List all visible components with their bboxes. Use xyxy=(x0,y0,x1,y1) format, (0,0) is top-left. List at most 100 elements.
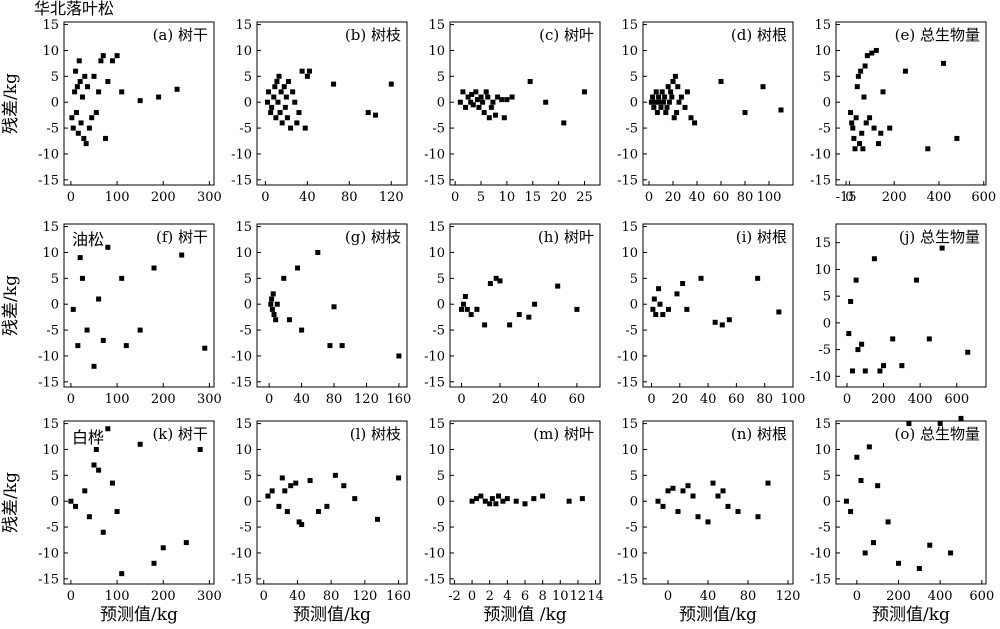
panel-i-point xyxy=(712,319,718,325)
panel-c-point xyxy=(480,99,486,105)
panel-n-point xyxy=(705,519,711,525)
panel-l-point xyxy=(396,475,402,481)
panel-d-ytick-label: 15 xyxy=(621,18,638,33)
panel-l-xtick-label: 80 xyxy=(323,589,340,604)
panel-g-point xyxy=(281,275,287,281)
panel-h-xtick-label: 40 xyxy=(530,392,547,407)
panel-d-point xyxy=(650,94,656,100)
panel-m-xtick-label: 2 xyxy=(486,589,494,604)
panel-e-point xyxy=(858,68,864,74)
panel-h-point xyxy=(464,306,470,312)
panel-d-point xyxy=(669,94,675,100)
panel-n-ytick-label: 5 xyxy=(630,469,638,484)
panel-b-point xyxy=(283,94,289,100)
panel-c-point xyxy=(465,94,471,100)
panel-b-point xyxy=(288,125,294,131)
panel-c-point xyxy=(463,104,469,110)
panel-j-xtick-label: 200 xyxy=(871,392,896,407)
panel-d-point xyxy=(684,89,690,95)
panel-i-point xyxy=(656,286,662,292)
x-axis-title: 预测值 /kg xyxy=(483,605,566,625)
panel-b-ytick-label: 15 xyxy=(235,18,252,33)
panel-b-ytick-label: 0 xyxy=(244,96,252,111)
panel-k-point xyxy=(73,503,79,509)
panel-a-point xyxy=(103,135,109,141)
panel-a-point xyxy=(81,135,87,141)
panel-b-frame xyxy=(256,21,408,186)
panel-k-frame xyxy=(63,420,215,585)
panel-g-point xyxy=(270,291,276,297)
panel-i-point xyxy=(698,275,704,281)
panel-e-xtick-label: 600 xyxy=(971,190,996,205)
panel-i-xtick-label: 60 xyxy=(728,392,745,407)
panel-e-point xyxy=(876,141,882,147)
panel-h-point xyxy=(482,322,488,328)
panel-l-xtick-label: 120 xyxy=(352,589,377,604)
panel-g-point xyxy=(269,306,275,312)
panel-m-ytick-label: 15 xyxy=(428,417,445,432)
panel-k-point xyxy=(93,446,99,452)
panel-h-point xyxy=(507,322,513,328)
panel-b-point xyxy=(266,89,272,95)
panel-b-point xyxy=(331,81,337,87)
panel-c-xtick-label: 5 xyxy=(477,190,485,205)
panel-j-ytick-label: -10 xyxy=(810,370,831,385)
panel-l-point xyxy=(293,480,299,486)
panel-e-point xyxy=(869,50,875,56)
panel-e-point xyxy=(867,115,873,121)
panel-c-point xyxy=(478,94,484,100)
panel-k-xtick-label: 0 xyxy=(67,589,75,604)
panel-j-point xyxy=(881,363,887,369)
panel-b-ytick-label: 5 xyxy=(244,70,252,85)
panel-f-point xyxy=(91,363,97,369)
panel-f-point xyxy=(202,345,208,351)
panel-n-point xyxy=(725,503,731,509)
panel-j-point xyxy=(849,368,855,374)
panel-h-point xyxy=(487,281,493,287)
panel-g-ytick-label: 10 xyxy=(235,246,252,261)
panel-a-point xyxy=(85,84,91,90)
panel-g-point xyxy=(331,304,337,310)
panel-e-xtick-label: 400 xyxy=(927,190,952,205)
panel-m-point xyxy=(531,496,537,502)
panel-f-ytick-label: -5 xyxy=(46,324,59,339)
panel-b-point xyxy=(304,73,310,79)
species-label: 华北落叶松 xyxy=(34,0,114,18)
panel-b-point xyxy=(296,110,302,116)
panel-f-ytick-label: -10 xyxy=(38,349,59,364)
panel-e-point xyxy=(902,68,908,74)
panel-b-point xyxy=(264,99,270,105)
panel-l-point xyxy=(276,503,282,509)
panel-e-point xyxy=(925,146,931,152)
panel-n-point xyxy=(655,498,661,504)
panel-h-point xyxy=(462,293,468,299)
panel-b-point xyxy=(292,99,298,105)
panel-f-ytick-label: 5 xyxy=(51,272,59,287)
panel-b-point xyxy=(277,110,283,116)
panel-f-point xyxy=(79,275,85,281)
panel-m-point xyxy=(579,496,585,502)
panel-k-ytick-label: 0 xyxy=(51,495,59,510)
panel-j-point xyxy=(899,363,905,369)
panel-d: -15 -10 -5 0 5 10 15 0 20 40 60 80 100 (d) 树根 xyxy=(617,18,794,205)
panel-o-point xyxy=(848,509,854,515)
panel-e-xtick-label: 0 xyxy=(845,190,853,205)
panel-j-point xyxy=(871,256,877,262)
panel-n-point xyxy=(680,488,686,494)
panel-d-point xyxy=(658,104,664,110)
panel-c-point xyxy=(495,94,501,100)
panel-h-point xyxy=(574,306,580,312)
panel-l-ytick-label: 15 xyxy=(235,417,252,432)
panel-n-point xyxy=(715,493,721,499)
panel-o-xtick-label: 0 xyxy=(853,589,861,604)
panel-m-point xyxy=(487,501,493,507)
panel-i-xtick-label: 20 xyxy=(672,392,689,407)
panel-i-point xyxy=(660,312,666,318)
panel-l: -15 -10 -5 0 5 10 15 0 40 80 120 160 (l) 树枝 xyxy=(231,417,411,604)
panel-f-xtick-label: 300 xyxy=(197,392,222,407)
panel-c-ytick-label: -5 xyxy=(432,122,445,137)
panel-h-ytick-label: -5 xyxy=(432,324,445,339)
panel-k-point xyxy=(114,509,120,515)
panel-l-title: (l) 树枝 xyxy=(350,425,401,443)
panel-b-point xyxy=(278,89,284,95)
